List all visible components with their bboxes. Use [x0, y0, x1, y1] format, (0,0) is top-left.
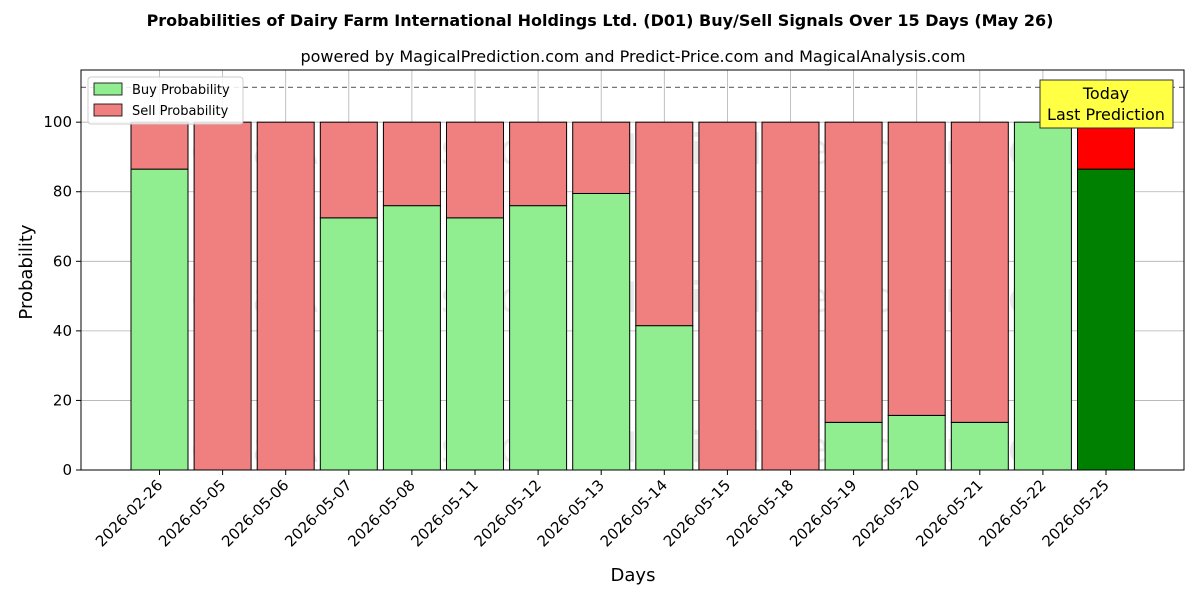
buy-bar [635, 325, 694, 471]
sell-bar [1077, 121, 1135, 170]
x-tick-label: 2026-05-12 [471, 476, 545, 550]
x-tick-label: 2026-05-21 [912, 476, 986, 550]
y-tick-label: 60 [53, 252, 72, 270]
x-tick-label: 2026-05-19 [786, 476, 860, 550]
x-tick-label: 2026-05-05 [155, 476, 229, 550]
sell-bar [698, 121, 757, 471]
buy-bar [1013, 121, 1072, 471]
y-tick-label: 40 [53, 322, 72, 340]
today-label: Today [1082, 84, 1129, 103]
x-tick-label: 2026-05-13 [534, 476, 608, 550]
legend-label-buy: Buy Probability [132, 83, 230, 98]
x-tick-label: 2026-05-18 [723, 476, 797, 550]
x-axis: 2026-02-262026-05-052026-05-062026-05-07… [92, 470, 1113, 550]
chart-subtitle: powered by MagicalPrediction.com and Pre… [300, 47, 965, 66]
x-tick-label: 2026-02-26 [92, 476, 166, 550]
x-tick-label: 2026-05-15 [660, 476, 734, 550]
sell-bar [130, 121, 189, 170]
legend-swatch-sell [93, 103, 123, 117]
sell-bar [950, 121, 1009, 423]
sell-bar [509, 121, 568, 207]
x-tick-label: 2026-05-08 [344, 476, 418, 550]
x-tick-label: 2026-05-06 [218, 476, 292, 550]
sell-bar [193, 121, 252, 471]
buy-bar [950, 421, 1009, 471]
buy-bar [572, 192, 631, 471]
x-tick-label: 2026-05-14 [597, 476, 671, 550]
sell-bar [319, 121, 378, 219]
buy-bar [887, 414, 946, 471]
chart-title: Probabilities of Dairy Farm Internationa… [147, 11, 1054, 30]
sell-bar [256, 121, 315, 471]
today-box [1039, 79, 1174, 129]
buy-bar [1077, 168, 1135, 471]
x-tick-label: 2026-05-20 [849, 476, 923, 550]
y-tick-label: 100 [43, 113, 72, 131]
today-annotation: Today Last Prediction [1039, 79, 1174, 129]
buy-bar [824, 421, 883, 471]
y-axis: 0 20 40 60 80 100 [43, 113, 81, 479]
legend-box [87, 76, 244, 125]
buy-bar [319, 217, 378, 471]
buy-bar [446, 217, 504, 471]
x-tick-label: 2026-05-07 [281, 476, 355, 550]
sell-bar [635, 121, 694, 327]
last-prediction-label: Last Prediction [1047, 105, 1165, 124]
sell-bar [824, 121, 883, 423]
bars [130, 121, 1135, 471]
plot-frame [80, 69, 1185, 471]
buy-bar [130, 168, 189, 471]
sell-bar [572, 121, 631, 194]
x-tick-label: 2026-05-22 [975, 476, 1049, 550]
sell-bar [887, 121, 946, 416]
y-tick-label: 80 [53, 183, 72, 201]
legend-label-sell: Sell Probability [132, 104, 229, 119]
sell-bar [446, 121, 504, 219]
buy-bar [509, 205, 568, 471]
x-tick-label: 2026-05-25 [1038, 476, 1112, 550]
x-tick-label: 2026-05-11 [407, 476, 481, 550]
legend-swatch-buy [93, 82, 123, 96]
x-axis-label: Days [611, 565, 656, 586]
buy-bar [382, 205, 441, 471]
y-tick-label: 0 [62, 461, 72, 479]
legend: Buy Probability Sell Probability [87, 76, 244, 125]
y-tick-label: 20 [53, 391, 72, 409]
sell-bar [761, 121, 820, 471]
y-axis-label: Probability [16, 224, 37, 319]
sell-bar [382, 121, 441, 207]
